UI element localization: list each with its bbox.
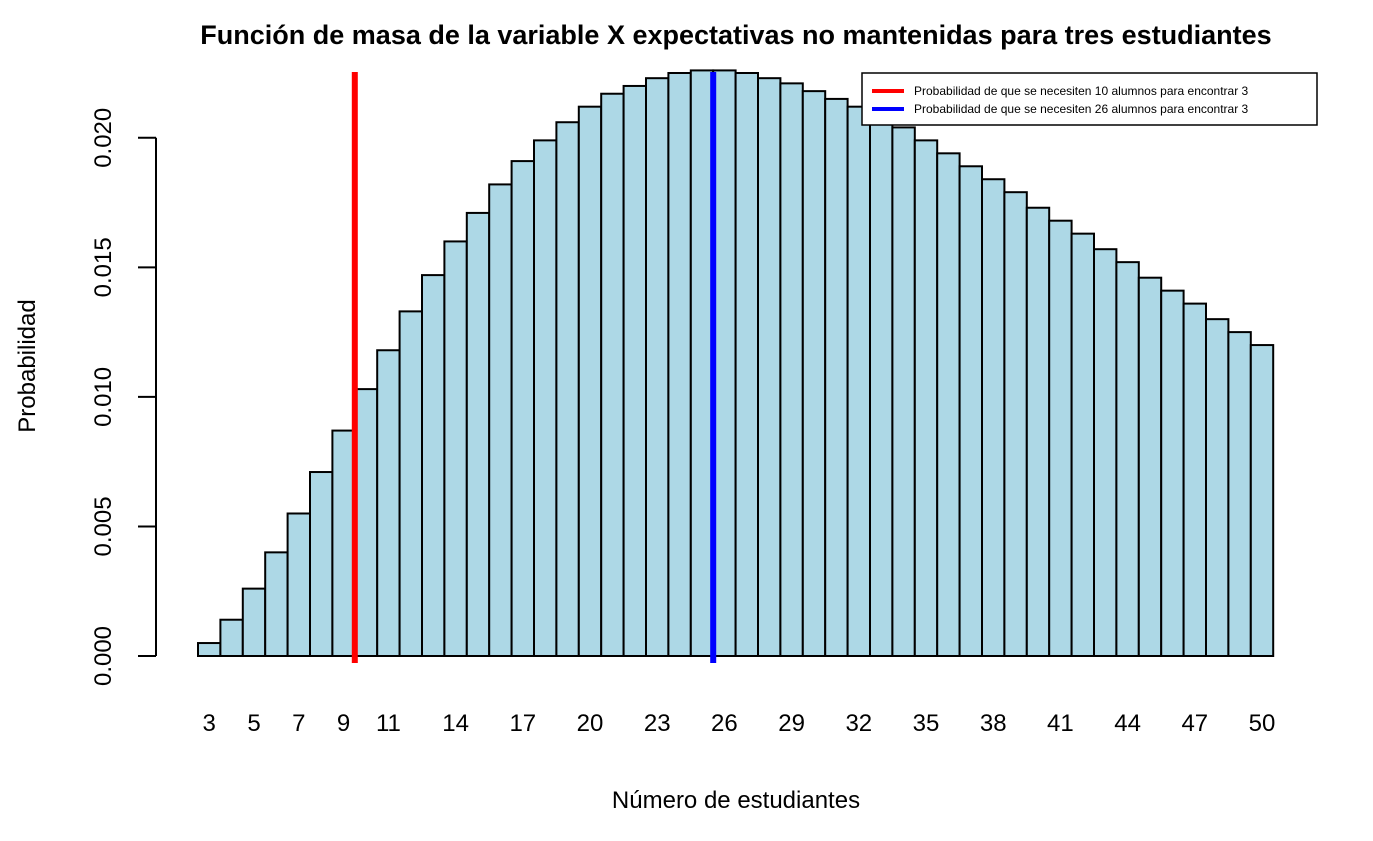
x-tick-label: 20 [577,710,604,737]
bar-33 [869,116,894,657]
y-axis-label-group: Probabilidad [14,299,41,432]
bar-39 [1003,191,1028,658]
bar-40 [1025,206,1051,657]
y-tick-label: 0.020 [90,108,117,168]
bar-11 [376,349,401,657]
bars-group [197,69,1275,658]
bar-21 [600,92,625,658]
x-tick-label: 47 [1181,710,1208,737]
bar-35 [913,139,939,657]
x-axis-label: Número de estudiantes [612,787,860,814]
reference-lines-group [351,72,717,663]
y-tick-label: 0.005 [90,496,117,556]
x-tick-label: 44 [1114,710,1141,737]
bar-47 [1182,302,1207,657]
chart-title: Función de masa de la variable X expecta… [200,20,1271,50]
bar-19 [555,121,580,657]
bar-38 [981,178,1006,657]
x-tick-label: 14 [442,710,469,737]
bar-15 [465,211,491,657]
bar-18 [533,139,558,657]
bar-30 [801,90,827,658]
x-tick-label: 26 [711,710,738,737]
bar-50 [1249,344,1275,657]
bar-9 [331,429,356,657]
bar-14 [443,240,468,658]
bar-26 [712,69,737,658]
x-axis-tick-labels: 3 5 7 9 11 14 17 20 23 26 29 32 35 38 41 44 47 50 [203,710,1276,737]
x-tick-label: 9 [337,710,350,737]
bar-28 [757,77,782,657]
bar-45 [1137,276,1163,657]
bar-6 [264,551,289,657]
legend-label: Probabilidad de que se necesiten 26 alum… [914,102,1249,116]
y-tick-label: 0.000 [90,626,117,686]
x-tick-label: 38 [980,710,1007,737]
bar-46 [1160,289,1185,657]
bar-10 [353,388,379,657]
x-tick-label: 7 [292,710,305,737]
bar-29 [779,82,804,657]
bar-7 [286,512,312,657]
bar-49 [1227,331,1252,657]
bar-48 [1205,318,1230,657]
bar-27 [734,72,759,657]
bar-32 [846,105,871,657]
x-tick-label: 35 [913,710,940,737]
bar-4 [219,618,244,657]
bar-44 [1115,261,1140,657]
bar-17 [510,160,536,657]
x-tick-label: 17 [509,710,536,737]
legend-box [861,72,1318,126]
y-axis: 0.000 0.005 0.010 0.015 0.020 [90,108,157,686]
x-tick-label: 29 [778,710,805,737]
x-tick-label: 5 [247,710,260,737]
x-tick-label: 3 [203,710,216,737]
y-axis-label: Probabilidad [14,299,41,432]
bar-13 [421,274,446,657]
x-tick-label: 11 [376,710,401,737]
bar-8 [309,471,334,657]
bar-36 [936,152,961,658]
x-tick-label: 41 [1047,710,1074,737]
bar-43 [1093,248,1118,657]
legend-label: Probabilidad de que se necesiten 10 alum… [914,84,1249,98]
x-tick-label: 50 [1249,710,1276,737]
bar-25 [689,69,715,658]
bar-31 [824,97,849,657]
bar-41 [1048,219,1073,657]
x-tick-label: 32 [845,710,872,737]
bar-12 [398,310,424,657]
bar-42 [1070,232,1095,657]
x-tick-label: 23 [644,710,671,737]
bar-22 [622,84,647,657]
legend: Probabilidad de que se necesiten 10 alum… [861,72,1318,126]
bar-3 [197,642,222,657]
bar-37 [958,165,983,657]
bar-20 [577,105,603,657]
bar-24 [667,72,692,657]
bar-16 [488,183,513,657]
bar-34 [891,126,916,657]
y-tick-label: 0.015 [90,237,117,297]
bar-23 [645,77,670,657]
y-tick-label: 0.010 [90,367,117,427]
bar-5 [241,587,267,657]
